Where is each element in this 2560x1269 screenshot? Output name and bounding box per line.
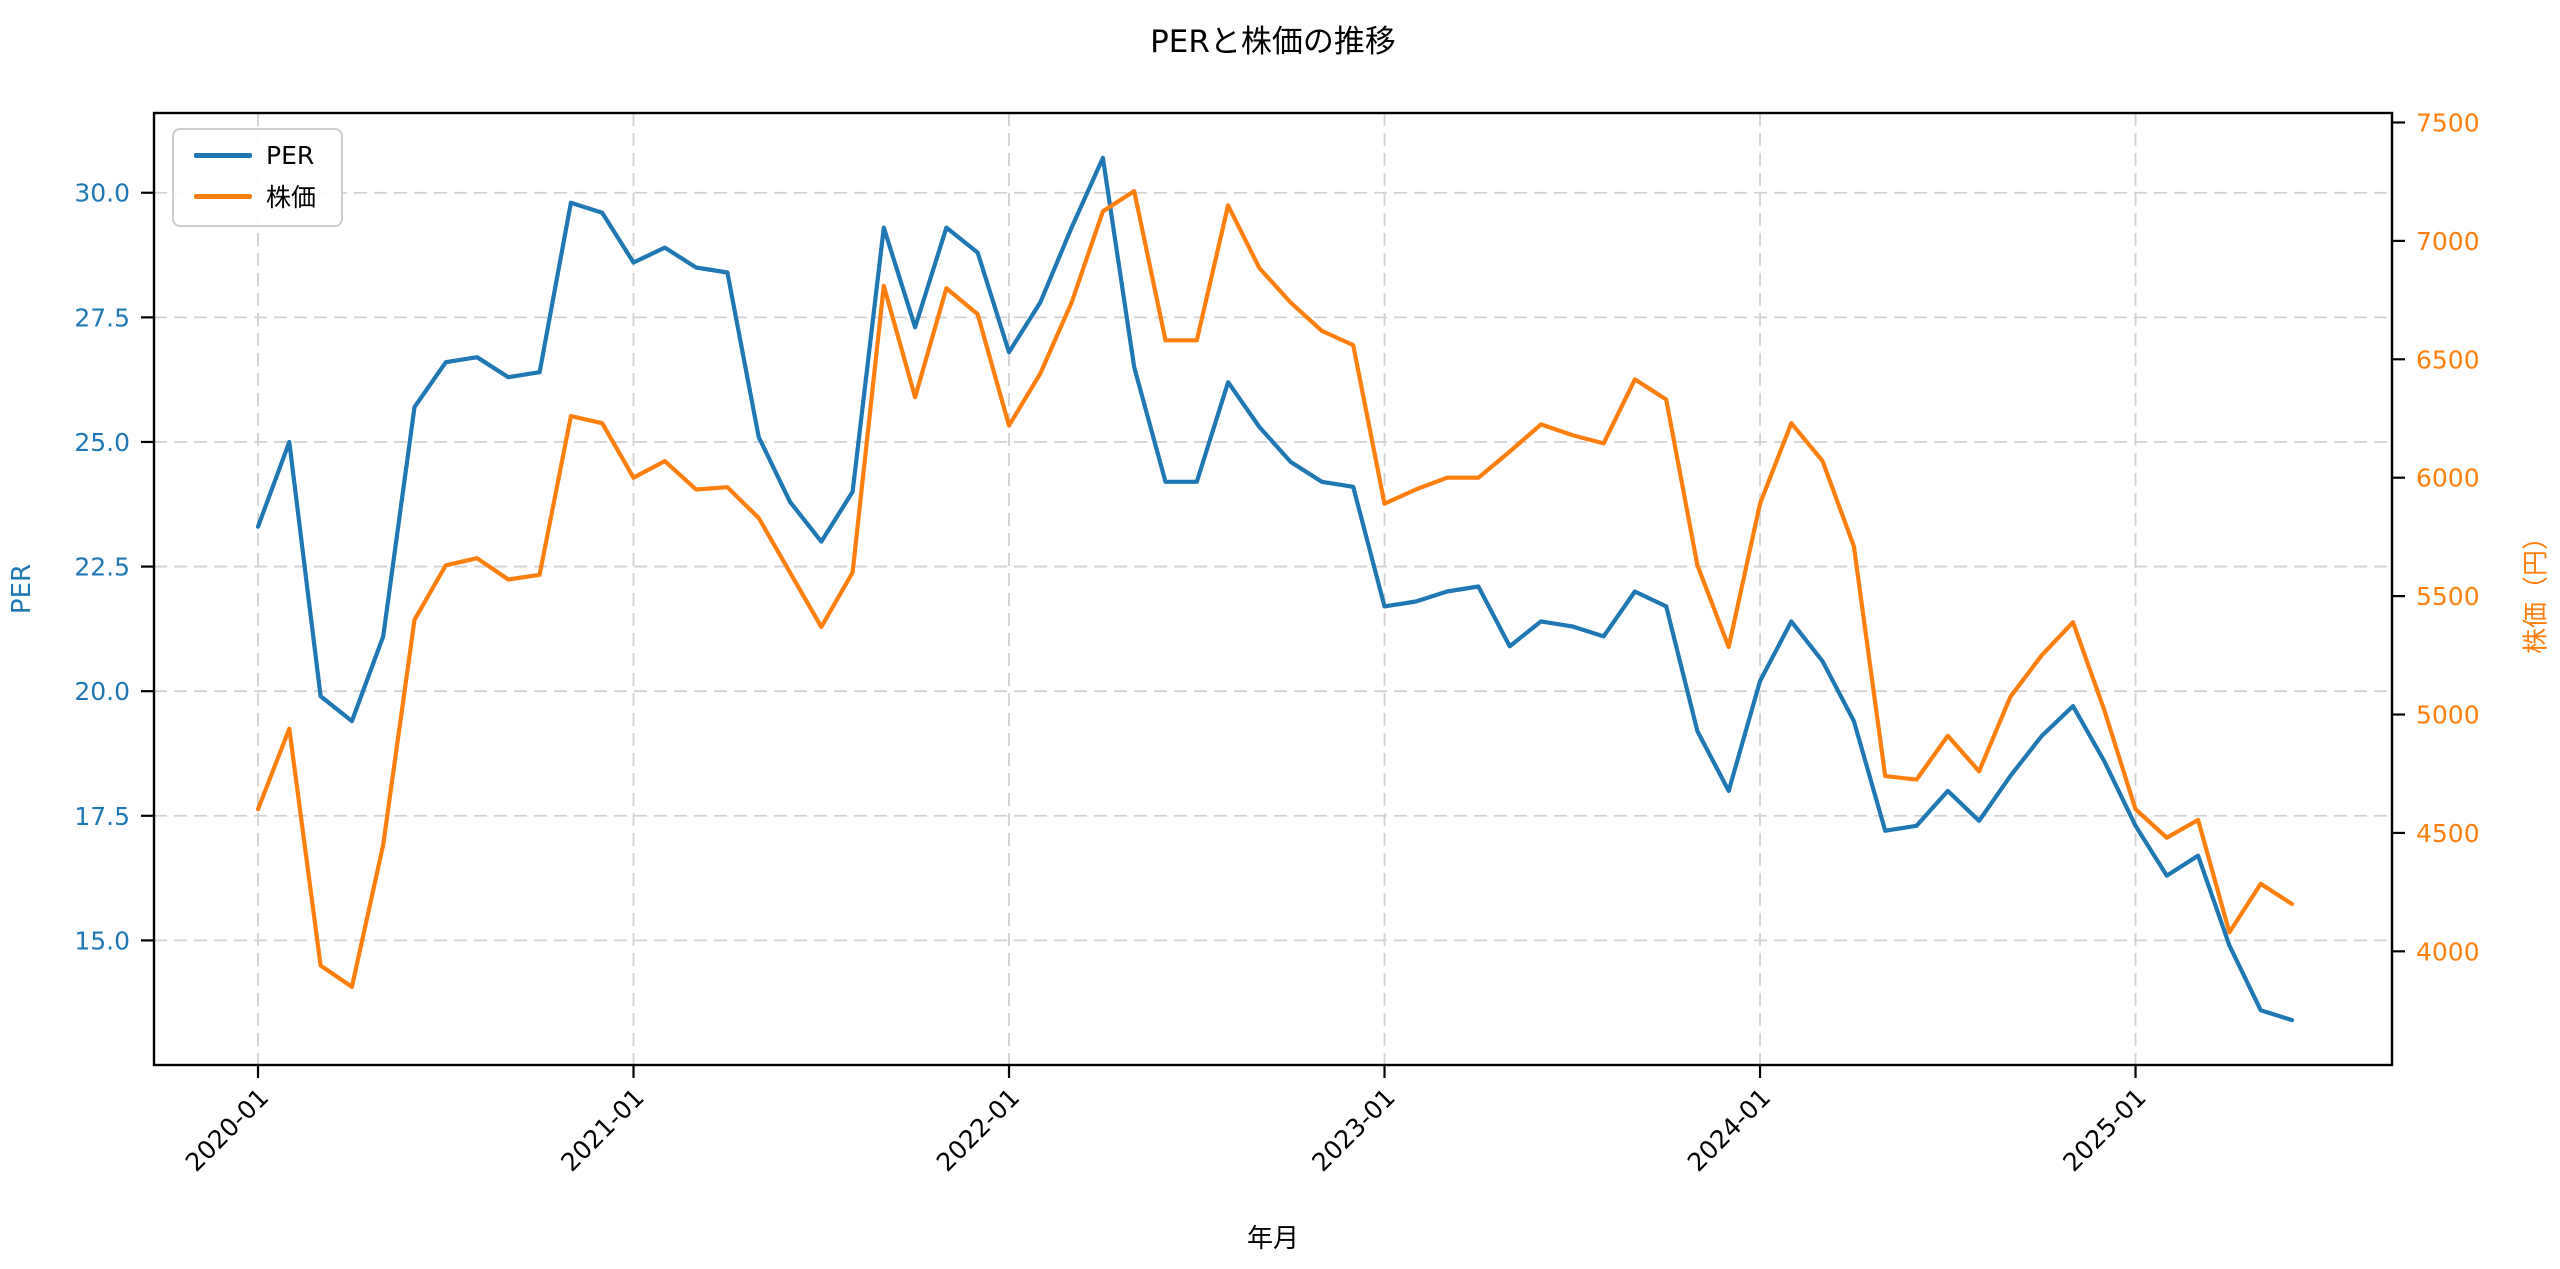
legend: PER 株価 [172,128,343,227]
y-tick-label-right: 7500 [2416,108,2480,137]
y-tick-label-right: 6000 [2416,464,2480,493]
x-tick-label: 2022-01 [931,1083,1025,1177]
legend-label: 株価 [266,183,317,213]
x-tick-label: 2021-01 [555,1083,649,1177]
y-tick-label-left: 17.5 [74,802,130,831]
y-axis-label-right: 株価（円） [2521,523,2552,655]
x-tick-label: 2023-01 [1306,1083,1400,1177]
y-tick-label-left: 22.5 [74,553,130,582]
y-axis-label-left: PER [7,563,37,615]
legend-line-swatch [194,152,252,158]
legend-entry-per: PER [174,141,341,170]
legend-entry-price: 株価 [174,178,341,214]
y-tick-label-right: 4500 [2416,819,2480,848]
legend-label: PER [266,140,315,170]
y-tick-label-right: 4000 [2416,937,2480,966]
x-tick-label: 2020-01 [180,1083,274,1177]
y-tick-label-right: 7000 [2416,227,2480,256]
axes-spines [152,111,2394,1067]
gridlines [154,113,2392,1065]
y-tick-label-right: 5000 [2416,701,2480,730]
y-tick-label-left: 15.0 [74,926,130,955]
price-line [255,189,2295,990]
chart-title: PERと株価の推移 [1150,24,1396,60]
y-tick-label-left: 27.5 [74,303,130,332]
tick-marks [141,121,2405,1078]
x-tick-label: 2024-01 [1682,1083,1776,1177]
tick-labels: 2020-01 2021-01 2022-01 2023-01 2024-01 2025-… [74,108,2479,1177]
x-axis-label: 年月 [1246,1224,1299,1254]
x-tick-label: 2025-01 [2057,1083,2151,1177]
y-tick-label-left: 30.0 [74,179,130,208]
y-tick-label-left: 20.0 [74,677,130,706]
y-tick-label-left: 25.0 [74,428,130,457]
legend-line-swatch [194,193,252,199]
y-tick-label-right: 5500 [2416,582,2480,611]
per-line [255,155,2295,1023]
y-tick-label-right: 6500 [2416,345,2480,374]
